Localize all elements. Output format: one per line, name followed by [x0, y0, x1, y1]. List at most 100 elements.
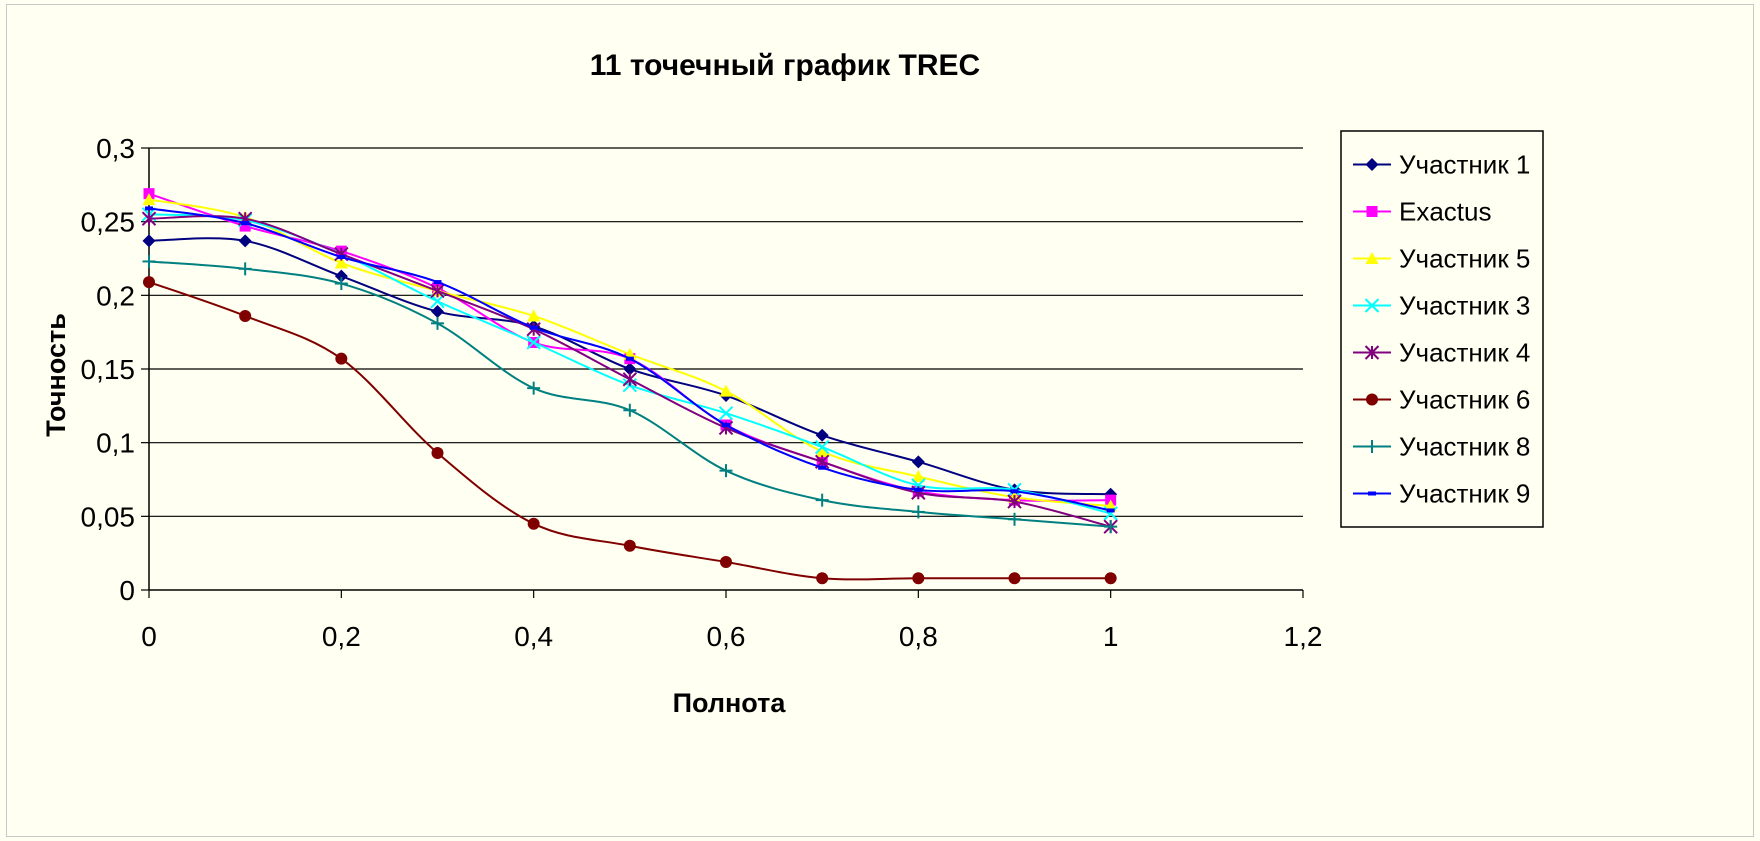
x-tick-label: 0,6 — [707, 621, 746, 652]
data-point — [815, 493, 829, 507]
legend-label: Участник 1 — [1399, 150, 1530, 180]
data-point — [238, 234, 252, 248]
data-point — [431, 316, 444, 330]
chart-frame: 11 точечный график TREC 0 0,2 0,4 0,6 0,8 1 1,… — [6, 4, 1754, 837]
data-point — [815, 445, 829, 458]
data-point — [911, 470, 925, 483]
data-point — [431, 446, 444, 459]
legend-item: Участник 9 — [1353, 479, 1530, 509]
data-point — [141, 211, 157, 226]
legend-item: Exactus — [1353, 197, 1492, 227]
data-point — [239, 309, 252, 322]
y-tick-label: 0,2 — [96, 280, 135, 311]
data-point — [1104, 520, 1118, 534]
data-point — [335, 352, 348, 365]
legend-label: Участник 3 — [1399, 291, 1530, 321]
legend-item: Участник 8 — [1353, 432, 1530, 462]
legend-label: Exactus — [1399, 197, 1492, 227]
x-tick-labels: 0 0,2 0,4 0,6 0,8 1 1,2 — [141, 590, 1322, 652]
data-point — [815, 428, 829, 442]
data-point — [718, 405, 734, 421]
legend-label: Участник 8 — [1399, 432, 1530, 462]
data-point — [529, 325, 538, 330]
legend-item: Участник 3 — [1353, 291, 1530, 321]
legend-marker — [1366, 206, 1378, 217]
data-point — [719, 464, 733, 478]
x-axis-title: Полнота — [673, 688, 787, 718]
data-point — [623, 362, 637, 376]
data-point — [816, 572, 829, 585]
data-point — [337, 255, 346, 260]
data-point — [526, 335, 541, 350]
chart-title: 11 точечный график TREC — [590, 49, 980, 82]
series-7 — [142, 254, 1118, 534]
series-8 — [145, 206, 1115, 513]
data-point — [527, 517, 540, 530]
legend-label: Участник 4 — [1399, 338, 1530, 368]
legend-marker — [1364, 345, 1380, 360]
data-point — [433, 280, 442, 285]
data-point — [334, 256, 348, 269]
data-point — [1104, 572, 1117, 585]
grid — [141, 147, 1303, 591]
y-tick-label: 0,1 — [96, 428, 135, 459]
data-point — [431, 305, 444, 319]
data-point — [527, 381, 541, 395]
series-line — [148, 281, 1111, 581]
data-point — [818, 465, 827, 470]
legend-item: Участник 5 — [1353, 244, 1530, 274]
data-point — [239, 220, 251, 232]
data-point — [430, 283, 445, 299]
data-point — [1008, 572, 1021, 585]
data-point — [334, 277, 348, 291]
legend-marker — [1364, 298, 1380, 313]
data-point — [912, 572, 925, 585]
data-point — [238, 262, 252, 276]
data-point — [1106, 508, 1115, 513]
legend-marker — [1365, 252, 1379, 264]
y-tick-labels: 0 0,05 0,1 0,15 0,2 0,25 0,3 — [81, 133, 136, 606]
data-point — [143, 276, 155, 289]
data-point — [622, 372, 638, 387]
data-point — [914, 487, 923, 492]
data-point — [623, 403, 637, 417]
legend-item: Участник 1 — [1353, 150, 1530, 180]
legend-box — [1340, 130, 1544, 528]
data-point — [142, 254, 156, 268]
data-point — [623, 539, 636, 552]
data-point — [145, 206, 153, 211]
data-point — [142, 193, 156, 206]
y-tick-label: 0,05 — [81, 501, 136, 532]
legend-label: Участник 5 — [1399, 244, 1530, 274]
y-tick-label: 0,15 — [81, 354, 136, 385]
legend-marker — [1368, 491, 1376, 496]
data-point — [719, 384, 733, 397]
legend-item: Участник 6 — [1353, 385, 1530, 415]
data-point — [722, 422, 730, 427]
data-point — [911, 505, 925, 519]
series-2 — [143, 188, 1117, 506]
data-point — [334, 269, 348, 283]
chart-svg: 11 точечный график TREC 0 0,2 0,4 0,6 0,8 1 1,… — [41, 49, 1544, 718]
data-point — [241, 221, 250, 226]
x-tick-label: 0,2 — [322, 621, 361, 652]
legend-item: Участник 4 — [1353, 338, 1530, 368]
data-point — [527, 309, 541, 322]
series-layer — [141, 188, 1118, 585]
series-3 — [142, 193, 1118, 512]
legend-marker — [1365, 158, 1379, 171]
x-tick-label: 1,2 — [1284, 621, 1323, 652]
x-tick-label: 0,4 — [514, 621, 553, 652]
data-point — [430, 294, 445, 309]
legend-label: Участник 9 — [1399, 479, 1530, 509]
data-point — [625, 356, 634, 361]
y-tick-label: 0 — [119, 575, 135, 606]
data-point — [720, 556, 732, 569]
data-point — [911, 455, 925, 469]
x-tick-label: 0 — [141, 621, 157, 652]
y-tick-label: 0,25 — [81, 207, 136, 238]
legend-marker — [1365, 440, 1379, 453]
legend: Участник 1 Exactus Участник 5 Участник 3 Уча… — [1340, 130, 1544, 528]
legend-label: Участник 6 — [1399, 385, 1530, 415]
x-tick-label: 0,8 — [899, 621, 938, 652]
